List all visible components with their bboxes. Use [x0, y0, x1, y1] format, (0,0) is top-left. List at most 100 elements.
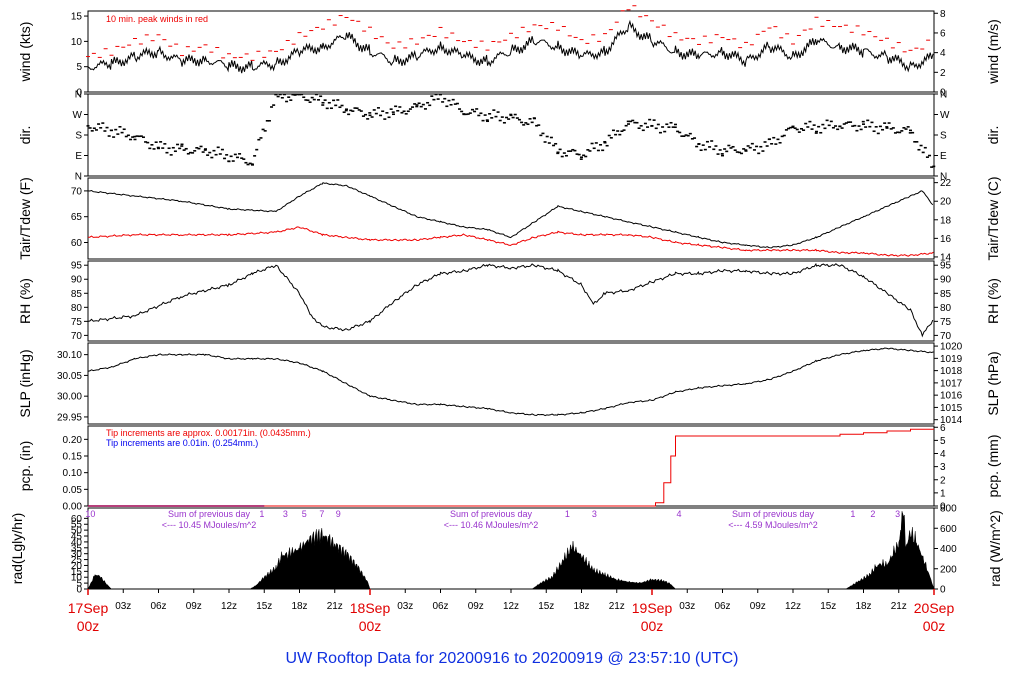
wind-frame	[87, 10, 935, 93]
precip-red-series	[88, 428, 934, 507]
date-label: 20Sep	[914, 600, 955, 616]
wind-peak-note: 10 min. peak winds in red	[106, 14, 208, 24]
solar-radiation-area	[87, 511, 935, 590]
wind-right-axis-label: wind (m/s)	[985, 19, 1001, 85]
temp-right-tick-label: 22	[940, 178, 952, 189]
rh-left-tick-label: 90	[71, 275, 83, 286]
slp-right-tick-label: 1017	[940, 378, 963, 389]
wind-left-axis-label: wind (kts)	[17, 22, 33, 83]
rh-right-tick-label: 70	[940, 331, 952, 342]
pcp-left-tick-label: 0.20	[63, 435, 83, 446]
time-tick-label: 06z	[432, 601, 448, 612]
dir-right-tick-label: E	[940, 151, 947, 162]
rh-left-tick-label: 70	[71, 331, 83, 342]
air-temperature-series	[87, 182, 934, 249]
temp-right-tick-label: 18	[940, 215, 952, 226]
rad-day-sum-value: <--- 10.46 MJoules/m^2	[444, 520, 539, 530]
temp-right-tick-label: 20	[940, 197, 952, 208]
time-tick-label: 03z	[679, 601, 695, 612]
rad-left-tick-label: 50	[71, 526, 83, 537]
pcp-right-tick-label: 3	[940, 462, 946, 473]
date-hour-label: 00z	[359, 618, 382, 634]
time-tick-label: 12z	[503, 601, 519, 612]
rad-top-mark: 3	[895, 509, 900, 519]
time-tick-label: 06z	[150, 601, 166, 612]
rad-top-mark: 2	[870, 509, 875, 519]
pcp-left-tick-label: 0.15	[63, 452, 83, 463]
pcp-right-tick-label: 6	[940, 423, 946, 434]
time-tick-label: 15z	[820, 601, 836, 612]
rad-left-tick-label: 10	[71, 573, 83, 584]
wind-left-tick-label: 0	[76, 88, 82, 99]
slp-right-tick-label: 1018	[940, 366, 963, 377]
rad-top-mark: 3	[592, 509, 597, 519]
time-tick-label: 09z	[186, 601, 202, 612]
rad-top-mark: 5	[302, 509, 307, 519]
dir-left-tick-label: S	[75, 131, 82, 142]
rh-right-axis-label: RH (%)	[985, 278, 1001, 324]
rad-top-mark: 3	[283, 509, 288, 519]
rad-top-mark: 4	[677, 509, 682, 519]
rh-right-tick-label: 85	[940, 289, 952, 300]
date-label: 19Sep	[632, 600, 673, 616]
rad-day-sum-value: <--- 4.59 MJoules/m^2	[728, 520, 818, 530]
date-hour-label: 00z	[77, 618, 100, 634]
pcp-right-tick-label: 5	[940, 436, 946, 447]
time-tick-label: 09z	[468, 601, 484, 612]
rh-right-tick-label: 75	[940, 317, 952, 328]
time-tick-label: 18z	[291, 601, 307, 612]
rad-right-tick-label: 600	[940, 524, 957, 535]
dir-left-tick-label: N	[75, 172, 82, 183]
pcp-note-blue: Tip increments are 0.01in. (0.254mm.)	[106, 438, 258, 448]
dew-point-series	[87, 226, 934, 257]
slp-right-tick-label: 1020	[940, 342, 963, 353]
date-hour-label: 00z	[641, 618, 664, 634]
temp-left-axis-label: Tair/Tdew (F)	[17, 177, 33, 259]
rh-left-tick-label: 85	[71, 289, 83, 300]
wind-right-tick-label: 8	[940, 9, 946, 20]
rad-right-axis-label: rad (W/m^2)	[987, 510, 1003, 587]
date-hour-label: 00z	[923, 618, 946, 634]
time-tick-label: 03z	[397, 601, 413, 612]
slp-frame	[87, 342, 935, 425]
time-tick-label: 12z	[221, 601, 237, 612]
dir-frame	[87, 93, 935, 177]
rad-left-tick-label: 25	[71, 555, 83, 566]
dir-left-tick-label: E	[75, 151, 82, 162]
dir-right-tick-label: N	[940, 90, 947, 101]
rad-left-tick-label: 45	[71, 532, 83, 543]
wind-speed-series	[87, 19, 934, 74]
time-tick-label: 18z	[855, 601, 871, 612]
dir-right-tick-label: W	[940, 110, 950, 121]
rad-top-mark: 1	[565, 509, 570, 519]
figure-title: UW Rooftop Data for 20200916 to 20200919…	[285, 650, 739, 667]
time-tick-label: 21z	[327, 601, 343, 612]
rh-right-tick-label: 80	[940, 303, 952, 314]
wind-right-tick-label: 6	[940, 28, 946, 39]
rh-frame	[87, 260, 935, 342]
date-label: 18Sep	[350, 600, 391, 616]
temp-frame	[87, 177, 935, 260]
dir-right-tick-label: N	[940, 172, 947, 183]
pcp-right-tick-label: 4	[940, 449, 946, 460]
rad-top-mark: 10	[85, 509, 95, 519]
pcp-right-tick-label: 2	[940, 475, 946, 486]
time-tick-label: 21z	[891, 601, 907, 612]
rad-right-tick-label: 800	[940, 504, 957, 515]
rad-right-tick-label: 400	[940, 544, 957, 555]
rh-right-tick-label: 95	[940, 261, 952, 272]
wind-right-tick-label: 4	[940, 48, 946, 59]
slp-left-tick-label: 30.05	[57, 371, 82, 382]
rad-left-tick-label: 5	[76, 579, 82, 590]
rad-day-sum-title: Sum of previous day	[450, 509, 533, 519]
slp-left-tick-label: 30.10	[57, 350, 82, 361]
time-tick-label: 12z	[785, 601, 801, 612]
pcp-left-tick-label: 0.10	[63, 468, 83, 479]
pcp-left-tick-label: 0.00	[63, 502, 83, 513]
relative-humidity-series	[87, 262, 934, 338]
pcp-left-axis-label: pcp. (in)	[17, 441, 33, 492]
rad-left-tick-label: 30	[71, 549, 83, 560]
rad-left-axis-label: rad(Lgly/hr)	[9, 513, 25, 585]
pcp-right-tick-label: 0	[940, 502, 946, 513]
rad-day-sum-title: Sum of previous day	[168, 509, 251, 519]
